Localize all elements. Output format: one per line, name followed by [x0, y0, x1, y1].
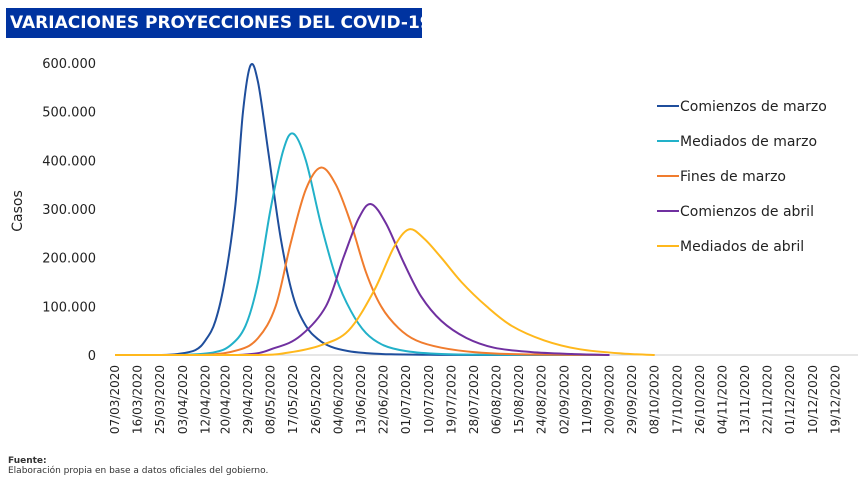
x-tick-label: 26/05/2020: [309, 365, 323, 434]
x-tick-label: 10/07/2020: [422, 365, 436, 434]
x-tick-label: 08/10/2020: [648, 365, 662, 434]
y-tick-label: 300.000: [42, 203, 96, 218]
x-tick-label: 16/03/2020: [131, 365, 145, 434]
y-axis: 0 100.000 200.000 300.000 400.000 500.000 600.…: [42, 57, 96, 364]
x-tick-label: 08/05/2020: [264, 365, 278, 434]
x-tick-label: 13/06/2020: [354, 365, 368, 434]
source-text: Elaboración propia en base a datos ofici…: [8, 466, 269, 476]
series-line-1: [115, 63, 610, 357]
series-line-3: [115, 166, 610, 357]
x-tick-label: 19/07/2020: [444, 365, 458, 434]
y-tick-label: 500.000: [42, 106, 96, 121]
chart-title: VARIACIONES PROYECCIONES DEL COVID-19: [6, 8, 422, 38]
x-tick-label: 20/04/2020: [218, 365, 232, 434]
x-axis: 07/03/2020 16/03/2020 25/03/2020 03/04/2020…: [108, 365, 842, 434]
x-tick-label: 12/04/2020: [198, 365, 212, 434]
legend-label: Comienzos de marzo: [680, 99, 827, 115]
line-chart: Casos 0 100.000 200.000 300.000 400.000 500.0…: [10, 57, 858, 434]
x-tick-label: 19/12/2020: [828, 365, 842, 434]
legend-label: Comienzos de abril: [680, 204, 814, 220]
series-lines: [115, 63, 655, 357]
legend-label: Mediados de abril: [680, 239, 804, 255]
legend-label: Mediados de marzo: [680, 134, 817, 150]
x-tick-label: 11/09/2020: [580, 365, 594, 434]
x-tick-label: 25/03/2020: [153, 365, 167, 434]
x-tick-label: 29/04/2020: [241, 365, 255, 434]
x-tick-label: 06/08/2020: [490, 365, 504, 434]
x-tick-label: 10/12/2020: [806, 365, 820, 434]
series-line-5: [115, 228, 655, 357]
y-axis-label: Casos: [10, 190, 26, 232]
y-tick-label: 400.000: [42, 154, 96, 169]
x-tick-label: 17/10/2020: [670, 365, 684, 434]
x-tick-label: 01/07/2020: [399, 365, 413, 434]
source-label: Fuente:: [8, 456, 47, 466]
legend-label: Fines de marzo: [680, 169, 786, 185]
series-line-2: [115, 132, 610, 356]
x-tick-label: 22/11/2020: [761, 365, 775, 434]
x-tick-label: 28/07/2020: [467, 365, 481, 434]
x-tick-label: 01/12/2020: [783, 365, 797, 434]
x-tick-label: 07/03/2020: [108, 365, 122, 434]
x-tick-label: 04/11/2020: [715, 365, 729, 434]
y-tick-label: 0: [88, 349, 96, 364]
x-tick-label: 04/06/2020: [331, 365, 345, 434]
x-tick-label: 03/04/2020: [176, 365, 190, 434]
x-tick-label: 20/09/2020: [602, 365, 616, 434]
legend: Comienzos de marzo Mediados de marzo Fines…: [657, 99, 827, 255]
series-line-4: [115, 203, 610, 357]
source-note: Fuente: Elaboración propia en base a dat…: [8, 456, 268, 476]
y-tick-label: 100.000: [42, 300, 96, 315]
x-tick-label: 26/10/2020: [693, 365, 707, 434]
y-tick-label: 200.000: [42, 252, 96, 267]
x-tick-label: 13/11/2020: [738, 365, 752, 434]
x-tick-label: 02/09/2020: [557, 365, 571, 434]
x-tick-label: 24/08/2020: [535, 365, 549, 434]
x-tick-label: 22/06/2020: [377, 365, 391, 434]
y-tick-label: 600.000: [42, 57, 96, 72]
x-tick-label: 15/08/2020: [512, 365, 526, 434]
x-tick-label: 29/09/2020: [625, 365, 639, 434]
x-tick-label: 17/05/2020: [286, 365, 300, 434]
